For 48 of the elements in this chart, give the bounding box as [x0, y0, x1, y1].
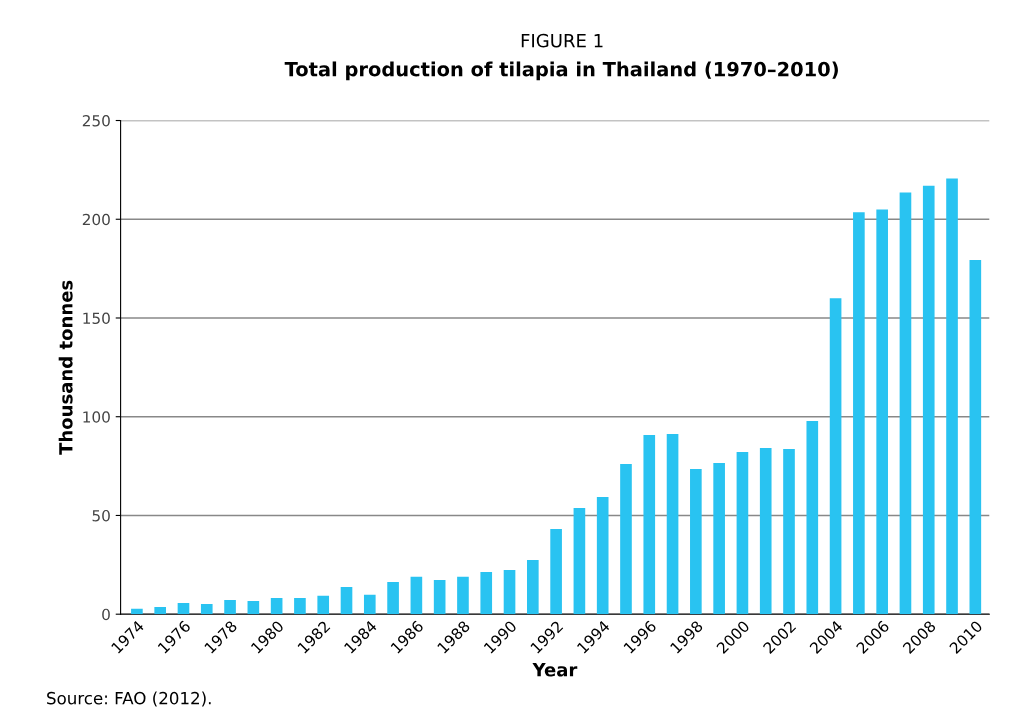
bar	[550, 528, 562, 615]
y-tick-label: 100	[83, 411, 110, 423]
bar	[247, 600, 260, 615]
y-tick-label: 250	[82, 114, 110, 127]
bar	[829, 298, 842, 615]
y-tick-label: 200	[82, 213, 110, 226]
bar	[969, 259, 982, 615]
bar	[713, 462, 725, 615]
bar	[690, 469, 702, 615]
bar	[527, 560, 539, 615]
bar	[433, 580, 446, 615]
bar	[596, 496, 609, 615]
bar	[154, 606, 167, 615]
bar	[340, 586, 353, 615]
bar	[899, 192, 912, 615]
chart-subtitle: Total production of tilapia in Thailand (1970–2010)	[284, 61, 838, 81]
bar	[410, 576, 423, 615]
y-tick-label: 50	[92, 509, 110, 522]
bar	[503, 569, 516, 615]
y-tick-label: 0	[102, 608, 110, 621]
bar	[363, 594, 376, 615]
bar	[573, 507, 586, 615]
y-tick-label: 150	[83, 312, 110, 325]
bar	[294, 598, 306, 615]
bar	[200, 603, 213, 615]
bar	[177, 602, 190, 615]
bar	[853, 212, 865, 615]
bar	[480, 571, 493, 615]
bar	[876, 209, 888, 615]
bar	[620, 463, 632, 615]
bar	[922, 185, 935, 615]
bar	[759, 448, 772, 615]
bar	[666, 434, 679, 615]
bar	[317, 595, 330, 615]
bar	[270, 598, 283, 615]
source-note: Source: FAO (2012).	[47, 691, 211, 707]
bar	[946, 178, 958, 615]
x-axis-title: Year	[532, 663, 578, 677]
bar	[736, 452, 749, 615]
chart-title: FIGURE 1	[521, 33, 603, 48]
bar	[806, 421, 819, 615]
bar	[783, 449, 795, 615]
bar	[387, 582, 399, 615]
bar	[457, 576, 469, 615]
bar	[643, 435, 656, 615]
bar	[224, 599, 236, 615]
y-axis-title: Thousand tonnes	[58, 280, 73, 455]
bar	[131, 608, 143, 615]
